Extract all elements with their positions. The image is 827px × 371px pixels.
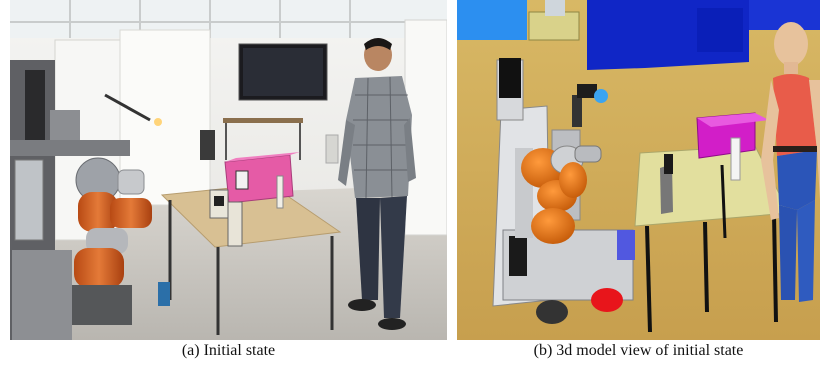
photo-illustration <box>10 0 447 340</box>
caption-3d-model-view: (b) 3d model view of initial state <box>533 342 744 359</box>
render-illustration <box>457 0 820 340</box>
camera-light <box>154 118 162 126</box>
marker-stand <box>227 201 243 247</box>
virtual-human-shirt <box>773 74 817 156</box>
virtual-human-jeans <box>779 205 797 300</box>
wall-block-left <box>457 0 527 40</box>
virtual-human <box>761 22 820 302</box>
photo-initial-state <box>10 0 447 340</box>
person-shirt <box>346 76 412 198</box>
robot-shelf <box>10 140 130 156</box>
virtual-desk <box>528 11 580 41</box>
partition-right <box>404 19 447 236</box>
robot-arm <box>72 157 152 325</box>
virtual-robot <box>492 58 635 324</box>
caption-initial-state: (a) Initial state <box>181 342 276 359</box>
person <box>338 38 416 330</box>
render-3d-model-view <box>457 0 820 340</box>
windows <box>10 0 447 38</box>
virtual-marker <box>660 164 673 214</box>
marker-pole <box>276 175 284 209</box>
person-jeans <box>356 198 380 300</box>
